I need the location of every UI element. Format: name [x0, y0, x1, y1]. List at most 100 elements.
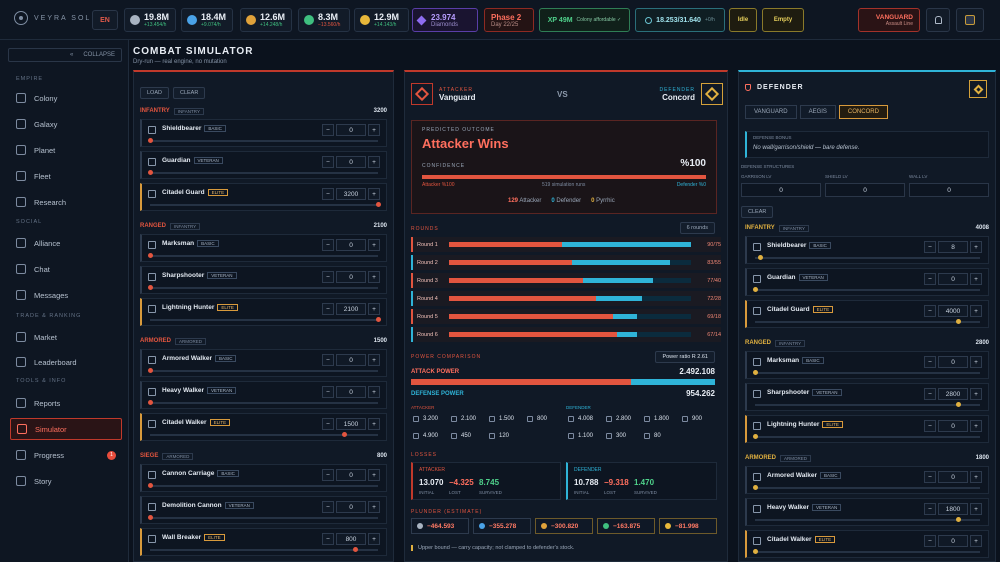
slider-handle[interactable] — [376, 317, 381, 322]
decrement-button[interactable]: − — [924, 420, 936, 432]
decrement-button[interactable]: − — [924, 273, 936, 285]
slider-handle[interactable] — [376, 202, 381, 207]
quantity-slider[interactable] — [148, 368, 378, 373]
quantity-input[interactable]: 0 — [336, 469, 366, 481]
decrement-button[interactable]: − — [322, 156, 334, 168]
decrement-button[interactable]: − — [322, 188, 334, 200]
alliance-chip[interactable]: VANGUARD Assault Line — [858, 8, 920, 32]
profile-button[interactable] — [956, 8, 984, 32]
quantity-slider[interactable] — [755, 402, 980, 407]
sidebar-item-alliance[interactable]: Alliance — [10, 232, 122, 254]
sidebar-item-reports[interactable]: Reports — [10, 392, 122, 414]
quantity-input[interactable]: 1800 — [938, 503, 968, 515]
slider-handle[interactable] — [955, 402, 961, 407]
increment-button[interactable]: + — [368, 124, 380, 136]
sidebar-item-galaxy[interactable]: Galaxy — [10, 113, 122, 135]
slider-handle[interactable] — [753, 434, 758, 439]
slider-handle[interactable] — [148, 138, 153, 143]
resource-0[interactable]: 19.8M +13.454/h — [124, 8, 176, 32]
quantity-input[interactable]: 0 — [336, 124, 366, 136]
increment-button[interactable]: + — [368, 418, 380, 430]
decrement-button[interactable]: − — [924, 471, 936, 483]
quantity-input[interactable]: 0 — [336, 501, 366, 513]
quantity-input[interactable]: 0 — [336, 271, 366, 283]
increment-button[interactable]: + — [368, 469, 380, 481]
empty-chip[interactable]: Empty — [762, 8, 804, 32]
quantity-slider[interactable] — [753, 287, 980, 292]
increment-button[interactable]: + — [970, 471, 982, 483]
decrement-button[interactable]: − — [322, 533, 334, 545]
quantity-slider[interactable] — [755, 255, 980, 260]
increment-button[interactable]: + — [970, 305, 982, 317]
sidebar-item-colony[interactable]: Colony — [10, 87, 122, 109]
sidebar-item-fleet[interactable]: Fleet — [10, 165, 122, 187]
increment-button[interactable]: + — [368, 501, 380, 513]
decrement-button[interactable]: − — [322, 469, 334, 481]
decrement-button[interactable]: − — [924, 305, 936, 317]
quantity-input[interactable]: 0 — [938, 535, 968, 547]
structure-input[interactable]: 0 — [825, 183, 905, 197]
phase-chip[interactable]: Phase 2 Day 22/25 — [484, 8, 534, 32]
decrement-button[interactable]: − — [322, 418, 334, 430]
load-button[interactable]: LOAD — [140, 87, 169, 99]
idle-chip[interactable]: Idle — [729, 8, 757, 32]
sidebar-item-market[interactable]: Market — [10, 326, 122, 348]
xp-chip[interactable]: XP 49M Colony affordable ✓ — [539, 8, 630, 32]
slider-handle[interactable] — [148, 515, 153, 520]
quantity-input[interactable]: 3200 — [336, 188, 366, 200]
slider-handle[interactable] — [148, 483, 153, 488]
structure-input[interactable]: 0 — [741, 183, 821, 197]
resource-3[interactable]: 8.3M −13.560/h — [298, 8, 350, 32]
slider-handle[interactable] — [753, 287, 758, 292]
increment-button[interactable]: + — [368, 386, 380, 398]
increment-button[interactable]: + — [368, 156, 380, 168]
increment-button[interactable]: + — [368, 303, 380, 315]
quantity-slider[interactable] — [753, 370, 980, 375]
quantity-slider[interactable] — [148, 483, 378, 488]
quantity-slider[interactable] — [148, 170, 378, 175]
increment-button[interactable]: + — [368, 239, 380, 251]
collapse-button[interactable]: « COLLAPSE — [8, 48, 122, 62]
resource-1[interactable]: 18.4M +9.074/h — [181, 8, 233, 32]
notifications-button[interactable] — [926, 8, 950, 32]
tab-concord[interactable]: CONCORD — [838, 105, 888, 119]
sidebar-item-story[interactable]: Story — [10, 470, 122, 492]
increment-button[interactable]: + — [970, 388, 982, 400]
increment-button[interactable]: + — [970, 535, 982, 547]
language-selector[interactable]: EN — [92, 10, 118, 30]
quantity-slider[interactable] — [150, 432, 378, 437]
slider-handle[interactable] — [753, 485, 758, 490]
slider-handle[interactable] — [148, 400, 153, 405]
slider-handle[interactable] — [757, 255, 763, 260]
sidebar-item-planet[interactable]: Planet — [10, 139, 122, 161]
quantity-input[interactable]: 0 — [336, 156, 366, 168]
quantity-input[interactable]: 4000 — [938, 305, 968, 317]
resource-4[interactable]: 12.9M +14.143/h — [354, 8, 409, 32]
quantity-input[interactable]: 0 — [938, 420, 968, 432]
decrement-button[interactable]: − — [322, 303, 334, 315]
brand-logo[interactable]: VEYRA SOL — [14, 11, 91, 25]
sidebar-item-leaderboard[interactable]: Leaderboard — [10, 351, 122, 373]
sidebar-item-simulator[interactable]: Simulator — [10, 418, 122, 440]
quantity-slider[interactable] — [755, 319, 980, 324]
decrement-button[interactable]: − — [322, 271, 334, 283]
slider-handle[interactable] — [148, 253, 153, 258]
decrement-button[interactable]: − — [322, 386, 334, 398]
decrement-button[interactable]: − — [924, 535, 936, 547]
quantity-slider[interactable] — [148, 138, 378, 143]
quantity-input[interactable]: 0 — [336, 354, 366, 366]
quantity-slider[interactable] — [148, 400, 378, 405]
slider-handle[interactable] — [955, 517, 961, 522]
quantity-slider[interactable] — [150, 202, 381, 207]
decrement-button[interactable]: − — [924, 503, 936, 515]
quantity-slider[interactable] — [150, 547, 378, 552]
sidebar-item-messages[interactable]: Messages — [10, 284, 122, 306]
increment-button[interactable]: + — [970, 356, 982, 368]
sidebar-item-chat[interactable]: Chat — [10, 258, 122, 280]
clear-attacker-button[interactable]: CLEAR — [172, 87, 206, 99]
quantity-slider[interactable] — [753, 549, 980, 554]
increment-button[interactable]: + — [368, 354, 380, 366]
quantity-slider[interactable] — [148, 253, 378, 258]
decrement-button[interactable]: − — [322, 354, 334, 366]
quantity-input[interactable]: 0 — [938, 471, 968, 483]
